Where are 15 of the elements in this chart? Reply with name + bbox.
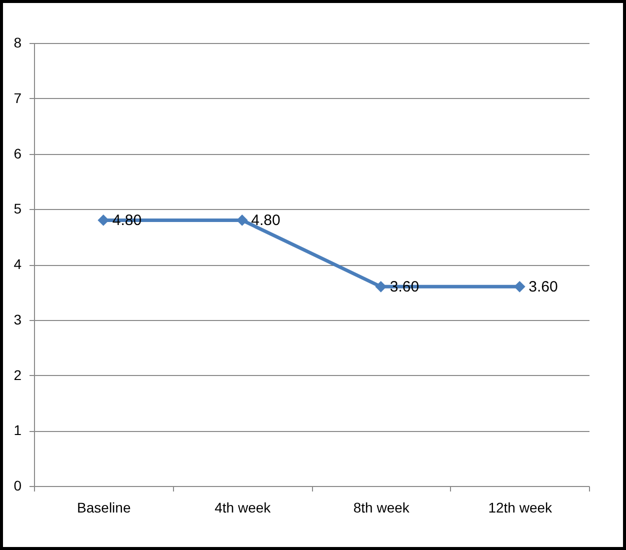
y-tick-label: 6	[14, 145, 22, 162]
y-tick-label: 8	[14, 34, 22, 50]
data-label: 4.80	[251, 212, 280, 230]
y-tick-label: 5	[14, 200, 22, 217]
y-tick-label: 2	[14, 366, 22, 383]
y-tick-label: 4	[14, 256, 22, 272]
x-tick-label: 12th week	[488, 500, 554, 516]
x-tick-label: 4th week	[214, 500, 272, 516]
y-tick-label: 7	[14, 90, 22, 106]
x-tick-label: Baseline	[77, 500, 131, 516]
y-tick-label: 3	[14, 311, 22, 328]
x-tick-label: 8th week	[353, 500, 410, 516]
y-tick-label: 0	[14, 478, 22, 494]
y-tick-label: 1	[14, 422, 22, 438]
data-label: 3.60	[528, 278, 558, 296]
